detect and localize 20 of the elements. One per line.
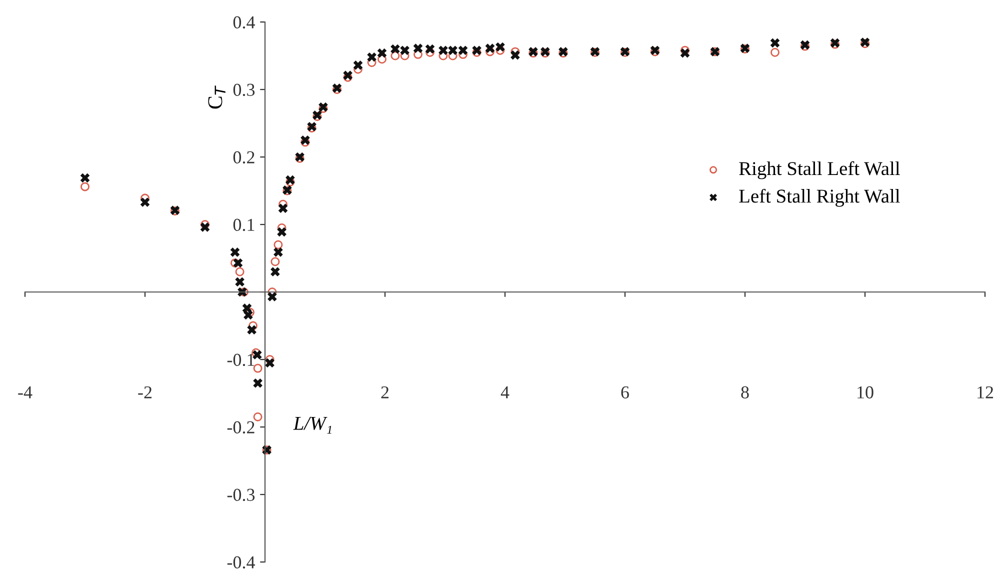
y-tick-label: 0.3 [233,84,255,96]
y-tick-label: -0.4 [227,556,255,569]
y-tick-label: -0.3 [227,488,255,502]
x-tick-label: 6 [621,386,629,398]
x-tick-label: -4 [18,386,32,398]
x-tick-label: 12 [978,386,994,398]
x-tick-label: 4 [500,386,510,398]
x-tick-label: 10 [858,386,874,398]
legend-label: Left Stall Right Wall [739,188,900,207]
y-tick-label: 0.2 [233,151,254,164]
y-tick-label: 0.1 [233,218,254,232]
x-tick-label: 8 [741,386,749,398]
y-axis-title: C$_{T}$ [208,86,226,109]
y-tick-label: -0.2 [227,421,254,434]
x-axis-title: L/W₁ [293,416,332,434]
x-tick-label: -2 [138,386,152,398]
x-tick-label: 2 [381,386,389,398]
y-tick-label: -0.1 [227,354,254,366]
legend-label: Right Stall Left Wall [739,161,900,180]
y-tick-label: 0.4 [233,16,255,29]
